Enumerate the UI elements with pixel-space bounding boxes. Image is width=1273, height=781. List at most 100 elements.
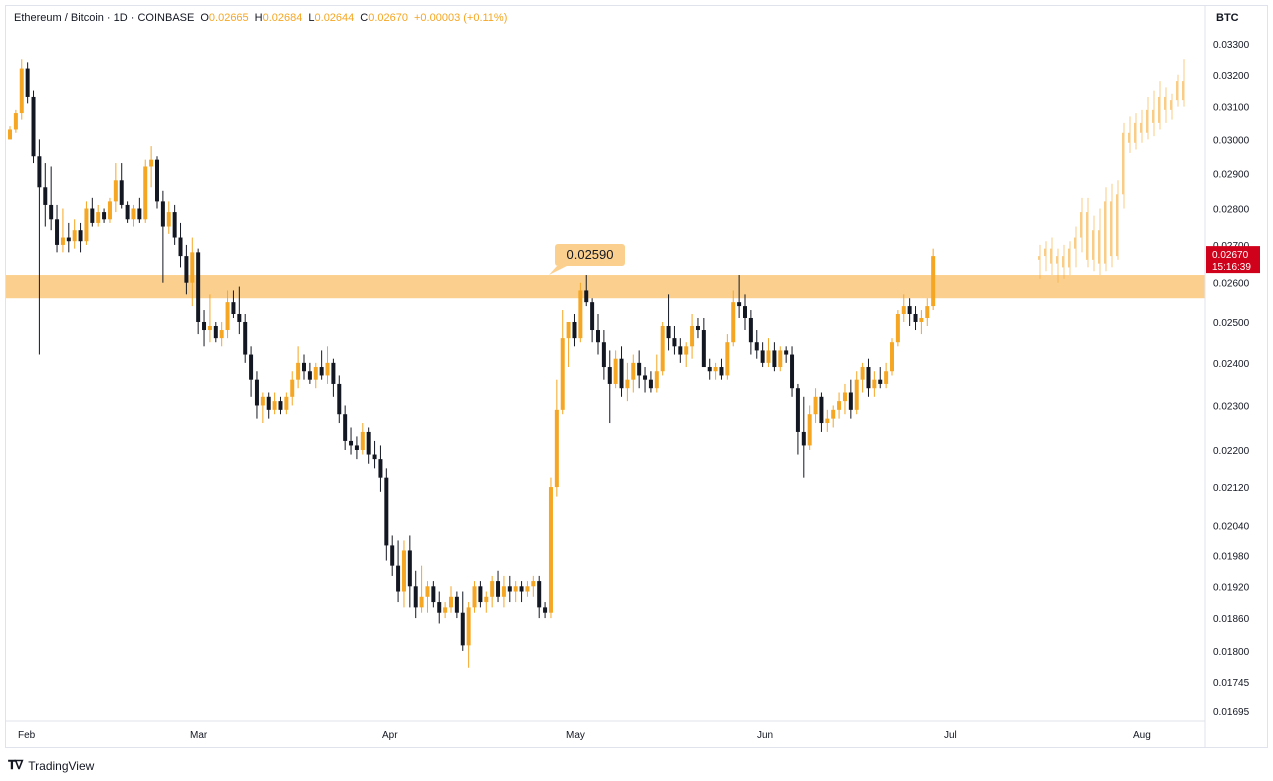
candle [72, 219, 77, 249]
candle [572, 314, 577, 347]
candle-body [578, 290, 583, 339]
candle-body [419, 596, 424, 608]
candle-body [631, 362, 636, 380]
candle [760, 342, 765, 368]
candle-body [384, 477, 389, 546]
projection-candle [1080, 197, 1083, 253]
candle [419, 565, 424, 613]
projection-candle [1122, 122, 1125, 209]
brand-name[interactable]: TradingView [28, 758, 95, 773]
candle-body [772, 350, 777, 368]
candle [19, 59, 24, 120]
candle [878, 367, 883, 389]
price-tick-label: 0.02900 [1213, 169, 1250, 180]
projection-candle [1176, 74, 1179, 107]
candle [543, 602, 548, 619]
currency-label[interactable]: BTC [1216, 12, 1239, 24]
candle-body [366, 431, 371, 455]
candle-body [678, 346, 683, 355]
candle [366, 427, 371, 464]
candle-body [190, 252, 195, 283]
candle-body [842, 392, 847, 402]
time-tick-label: Aug [1133, 730, 1151, 741]
candle-body [619, 358, 624, 389]
candle [349, 427, 354, 455]
candle [772, 342, 777, 372]
candle-body [372, 454, 377, 460]
candle-body [531, 581, 536, 587]
candle [296, 346, 301, 389]
price-tick-label: 0.01980 [1213, 551, 1250, 562]
candle [884, 362, 889, 389]
candle [454, 591, 459, 619]
tradingview-logo-icon[interactable]: 𝐓∇ [8, 758, 23, 772]
projection-candle [1074, 226, 1077, 268]
candle [202, 310, 207, 347]
candle-body [325, 362, 330, 376]
candle [666, 294, 671, 351]
candle [837, 392, 842, 419]
candle-body [66, 237, 71, 242]
candle [472, 581, 477, 613]
candle-body [55, 219, 60, 245]
candle [484, 591, 489, 613]
candle-body [125, 204, 130, 220]
price-tick-label: 0.01745 [1213, 678, 1250, 689]
candle-body [825, 418, 830, 424]
zone-label-box [555, 244, 625, 267]
candle-body [307, 371, 312, 380]
candle-body [296, 362, 301, 380]
candle-body [119, 180, 124, 205]
candle [790, 346, 795, 397]
candle [449, 586, 453, 613]
candle [431, 581, 436, 608]
candle [207, 294, 212, 343]
candle [895, 310, 900, 347]
candle-body [431, 586, 436, 603]
candle-body [337, 383, 342, 415]
candle-body [172, 212, 177, 238]
candle [854, 371, 859, 415]
candle [766, 338, 771, 368]
candle [78, 222, 83, 253]
candle-body [496, 581, 501, 597]
candle [648, 371, 653, 393]
projection-candle [1104, 187, 1107, 272]
candle-body [754, 342, 759, 351]
time-tick-label: Jul [944, 730, 957, 741]
candle [13, 109, 18, 133]
symbol-title[interactable]: Ethereum / Bitcoin · 1D · COINBASE [14, 12, 195, 24]
candle-body [284, 396, 289, 410]
price-tick-label: 0.02400 [1213, 359, 1250, 370]
candle [890, 338, 894, 376]
candle [307, 362, 312, 384]
projection-candle [1056, 248, 1059, 283]
candle-body [460, 612, 465, 646]
candle [425, 581, 430, 613]
candle-body [1170, 100, 1172, 110]
time-tick-label: May [566, 730, 585, 741]
candle-body [90, 208, 95, 223]
candle-body [1158, 96, 1160, 123]
projection-candle [1116, 180, 1119, 260]
candle [731, 290, 736, 347]
candle-body [813, 396, 818, 415]
candle-body [237, 314, 242, 322]
candle-body [1176, 81, 1178, 101]
candle [401, 540, 406, 608]
price-tick-label: 0.02200 [1213, 446, 1250, 457]
price-tick-label: 0.03200 [1213, 71, 1250, 82]
price-tick-label: 0.03300 [1213, 40, 1250, 51]
change-value: +0.00003 (+0.11%) [414, 12, 508, 24]
candle-body [37, 156, 42, 188]
candle [607, 350, 612, 424]
candle-body [155, 159, 159, 202]
candle-body [254, 379, 259, 406]
candle-body [196, 252, 201, 322]
candle [813, 388, 818, 424]
candle-body [137, 208, 142, 220]
time-tick-label: Feb [18, 730, 36, 741]
candle [396, 540, 401, 603]
support-zone [6, 275, 1205, 299]
